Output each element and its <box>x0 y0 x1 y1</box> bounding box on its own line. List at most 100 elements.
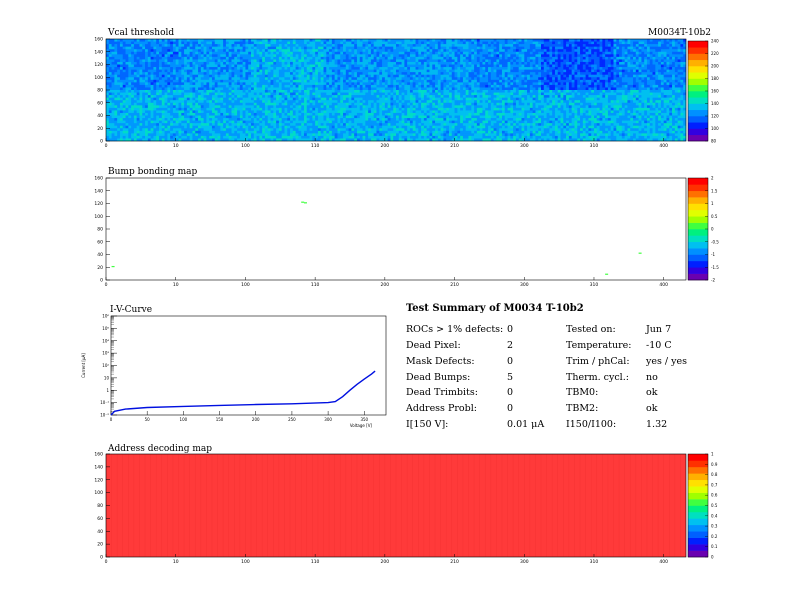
vcal-pixel <box>211 49 215 52</box>
vcal-pixel <box>554 56 558 60</box>
vcal-pixel <box>175 120 179 124</box>
vcal-pixel <box>131 82 135 86</box>
vcal-pixel <box>133 82 137 86</box>
vcal-pixel <box>451 51 455 55</box>
vcal-pixel <box>543 84 547 88</box>
vcal-pixel <box>117 54 121 58</box>
vcal-pixel <box>198 72 202 75</box>
vcal-pixel <box>451 39 455 42</box>
vcal-pixel <box>122 56 126 60</box>
vcal-pixel <box>646 61 650 65</box>
vcal-pixel <box>633 77 637 80</box>
vcal-pixel <box>206 72 210 75</box>
vcal-pixel <box>220 39 224 42</box>
vcal-pixel <box>557 64 561 68</box>
vcal-pixel <box>585 79 589 83</box>
vcal-pixel <box>370 69 374 73</box>
vcal-pixel <box>315 61 319 65</box>
vcal-pixel <box>646 39 650 42</box>
vcal-pixel <box>630 79 634 83</box>
vcal-pixel <box>619 61 623 65</box>
vcal-pixel <box>476 61 480 65</box>
vcal-pixel <box>396 44 399 47</box>
vcal-pixel <box>211 82 215 86</box>
vcal-pixel <box>167 59 171 63</box>
vcal-pixel <box>195 102 199 106</box>
vcal-pixel <box>189 61 193 65</box>
vcal-pixel <box>150 51 154 55</box>
vcal-pixel <box>602 44 606 47</box>
vcal-pixel <box>164 87 168 91</box>
vcal-pixel <box>418 46 422 50</box>
vcal-pixel <box>217 97 221 101</box>
vcal-pixel <box>323 56 327 60</box>
vcal-pixel <box>599 72 603 75</box>
vcal-pixel <box>158 102 162 106</box>
vcal-pixel <box>117 44 121 47</box>
vcal-pixel <box>198 125 202 129</box>
vcal-pixel <box>184 130 188 134</box>
vcal-pixel <box>228 72 232 75</box>
vcal-pixel <box>541 69 544 73</box>
vcal-pixel <box>206 133 210 137</box>
vcal-pixel <box>435 59 439 63</box>
vcal-pixel <box>175 100 179 103</box>
vcal-pixel <box>150 107 154 111</box>
vcal-pixel <box>415 67 419 70</box>
vcal-pixel <box>167 79 171 83</box>
vcal-pixel <box>195 67 199 70</box>
vcal-pixel <box>131 107 135 111</box>
vcal-pixel <box>571 69 575 73</box>
vcal-pixel <box>189 115 193 119</box>
vcal-pixel <box>237 87 241 91</box>
vcal-pixel <box>128 82 132 86</box>
vcal-pixel <box>552 41 556 45</box>
vcal-pixel <box>635 59 639 63</box>
vcal-pixel <box>605 77 609 80</box>
vcal-pixel <box>273 84 277 88</box>
vcal-pixel <box>211 44 215 47</box>
vcal-pixel <box>156 95 160 98</box>
vcal-pixel <box>186 105 190 109</box>
vcal-pixel <box>588 59 592 63</box>
vcal-pixel <box>248 77 252 80</box>
vcal-pixel <box>368 82 372 86</box>
vcal-pixel <box>504 64 508 68</box>
vcal-pixel <box>627 51 631 55</box>
vcal-pixel <box>401 54 405 58</box>
vcal-pixel <box>270 56 274 60</box>
vcal-pixel <box>348 54 352 58</box>
vcal-pixel <box>292 69 296 73</box>
vcal-pixel <box>119 67 123 70</box>
vcal-pixel <box>476 41 480 45</box>
vcal-pixel <box>610 67 614 70</box>
vcal-pixel <box>164 135 168 139</box>
vcal-pixel <box>217 39 221 42</box>
vcal-pixel <box>641 84 645 88</box>
vcal-pixel <box>225 74 229 78</box>
vcal-pixel <box>237 61 241 65</box>
vcal-pixel <box>106 120 109 124</box>
vcal-pixel <box>242 84 246 88</box>
vcal-pixel <box>390 39 394 42</box>
vcal-pixel <box>125 120 129 124</box>
vcal-pixel <box>554 72 558 75</box>
vcal-pixel <box>499 44 503 47</box>
vcal-pixel <box>170 77 174 80</box>
vcal-pixel <box>273 54 277 58</box>
vcal-pixel <box>393 74 397 78</box>
vcal-pixel <box>493 82 497 86</box>
vcal-pixel <box>504 49 508 52</box>
vcal-pixel <box>284 59 288 63</box>
vcal-pixel <box>593 74 597 78</box>
vcal-pixel <box>401 67 405 70</box>
vcal-pixel <box>262 64 266 68</box>
vcal-pixel <box>145 41 149 45</box>
vcal-pixel <box>337 84 341 88</box>
vcal-pixel <box>418 64 422 68</box>
vcal-pixel <box>172 84 176 88</box>
vcal-pixel <box>295 39 299 42</box>
vcal-pixel <box>278 82 282 86</box>
vcal-pixel <box>161 79 165 83</box>
vcal-pixel <box>287 74 291 78</box>
